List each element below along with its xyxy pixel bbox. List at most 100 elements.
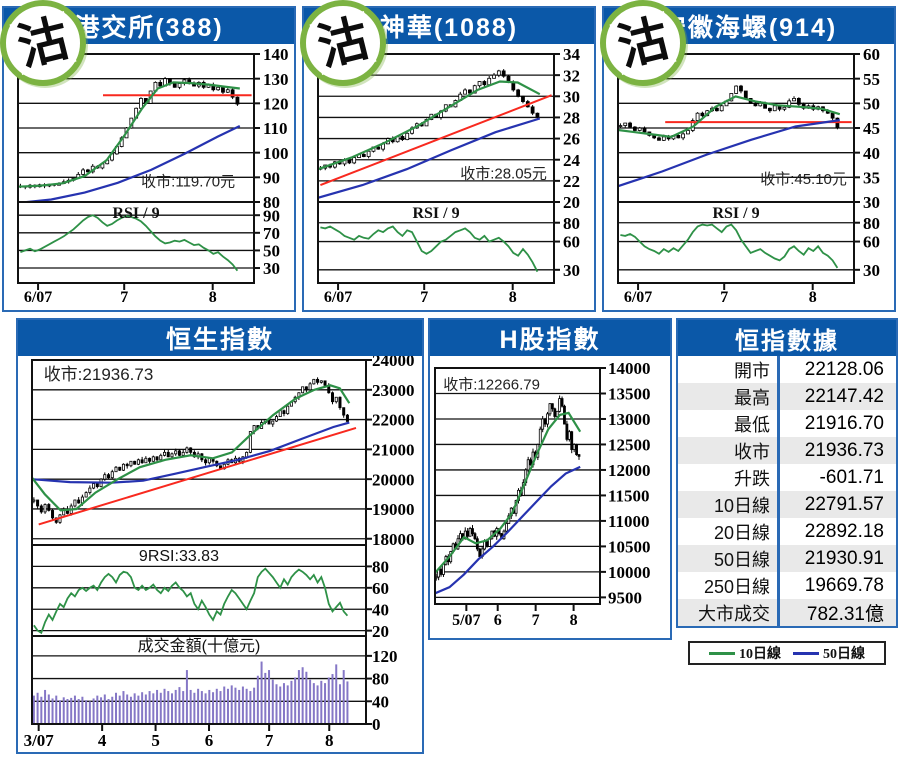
y-tick-label: 34	[563, 45, 581, 64]
sell-character: 沽	[9, 8, 77, 77]
table-row-value: 21916.70	[777, 410, 896, 437]
x-tick-label: 6/07	[624, 289, 652, 306]
hkex-candlestick-chart: 140 130 120 110 100 90 80 90 70 50 30 RSI / 9 6/07 7 8…	[4, 44, 294, 310]
panel-title-hsi: 恒生指數	[18, 320, 422, 356]
table-title: 恒指數據	[678, 320, 896, 356]
rsi-line	[20, 214, 239, 272]
panel-h-share-index: H股指數 14000 13500 13000 12500 12000 11500 11000…	[428, 318, 672, 640]
rsi-label: RSI / 9	[712, 205, 759, 222]
y-tick-label: 120	[263, 94, 289, 113]
x-tick-label: 7	[120, 289, 128, 306]
x-tick-label: 7	[720, 289, 728, 306]
table-row-value: 22147.42	[777, 383, 896, 410]
legend-item-ma10: 10日線	[709, 643, 781, 663]
sell-stamp-icon: 沽	[0, 0, 86, 86]
close-price-label: 收市:21936.73	[44, 365, 154, 384]
y-tick-label: 18000	[372, 530, 415, 549]
panel-title-hshare: H股指數	[430, 320, 670, 356]
y-tick-label: 90	[263, 206, 280, 225]
y-tick-label: 10500	[608, 538, 651, 557]
table-row-label: 20日線	[713, 522, 770, 543]
y-tick-label: 30	[563, 261, 580, 280]
y-tick-label: 24	[563, 151, 581, 170]
y-tick-label: 55	[863, 70, 880, 89]
x-tick-label: 6/07	[24, 289, 52, 306]
rsi-line	[620, 223, 839, 269]
x-tick-label: 7	[532, 612, 540, 629]
y-tick-label: 20000	[372, 470, 415, 489]
hshare-candlestick-chart: 14000 13500 13000 12500 12000 11500 11000 10500…	[430, 356, 670, 638]
y-tick-label: 40	[372, 692, 389, 711]
y-tick-label: 40	[863, 144, 880, 163]
table-row: 大市成交 782.31億	[678, 599, 896, 626]
x-tick-label: 8	[509, 289, 517, 306]
table-row-label: 10日線	[713, 495, 770, 516]
table-row-value: 22791.57	[777, 491, 896, 518]
rsi-line	[33, 567, 349, 635]
ma-legend: 10日線 50日線	[688, 641, 886, 665]
hsi-svg: 2400023000220002100020000190001800080604…	[24, 356, 415, 750]
legend-item-ma50: 50日線	[793, 643, 865, 663]
table-row: 250日線 19669.78	[678, 572, 896, 599]
rsi-label: RSI / 9	[112, 205, 159, 222]
rsi-label: 9RSI:33.83	[139, 548, 219, 565]
y-tick-label: 20	[563, 193, 580, 212]
y-tick-label: 35	[863, 168, 880, 187]
table-row-value: 22892.18	[777, 518, 896, 545]
hsi-data-table: 恒指數據 開市 22128.06 最高 22147.42 最低 21916.70 收市 219…	[676, 318, 898, 628]
y-tick-label: 26	[563, 130, 580, 149]
x-tick-label: 5/07	[452, 612, 480, 629]
y-tick-label: 22000	[372, 411, 415, 430]
candles-group	[618, 84, 840, 141]
y-tick-label: 130	[263, 70, 289, 89]
sell-character: 沽	[609, 8, 677, 77]
y-tick-label: 80	[863, 214, 880, 233]
x-tick-label: 8	[809, 289, 817, 306]
y-tick-label: 28	[563, 109, 580, 128]
y-tick-label: 12000	[608, 461, 651, 480]
table-row-label: 收市	[734, 441, 770, 462]
y-tick-label: 45	[863, 119, 880, 138]
y-tick-label: 50	[263, 242, 280, 261]
y-tick-label: 20	[372, 622, 389, 641]
y-tick-label: 30	[563, 87, 580, 106]
sell-stamp-icon: 沽	[600, 0, 686, 86]
candles-group	[18, 76, 240, 190]
y-tick-label: 13000	[608, 410, 651, 429]
y-tick-label: 14000	[608, 359, 651, 378]
close-price-label: 收市:45.10元	[760, 171, 847, 188]
table-row-label: 最高	[734, 387, 770, 408]
y-tick-label: 23000	[372, 381, 415, 400]
conch-candlestick-chart: 60 55 50 45 40 35 30 80 60 30 RSI / 9 6/07 7 8 收市:45.1…	[604, 44, 894, 310]
y-tick-label: 30	[863, 193, 880, 212]
shenhua-candlestick-chart: 34 32 30 28 26 24 22 20 80 60 30 RSI / 9 6/07 7 8 收市:28…	[304, 44, 594, 310]
x-tick-label: 4	[98, 731, 107, 750]
x-tick-label: 7	[265, 731, 274, 750]
y-tick-label: 10000	[608, 563, 651, 582]
y-tick-label: 32	[563, 66, 580, 85]
table-row: 50日線 21930.91	[678, 545, 896, 572]
y-tick-label: 80	[372, 558, 389, 577]
hshare-svg: 14000 13500 13000 12500 12000 11500 11000 10500…	[434, 359, 651, 629]
table-row: 開市 22128.06	[678, 356, 896, 383]
y-tick-label: 11500	[608, 487, 650, 506]
y-tick-label: 22	[563, 172, 580, 191]
x-tick-label: 8	[325, 731, 334, 750]
table-row: 收市 21936.73	[678, 437, 896, 464]
candles-group	[32, 377, 349, 524]
legend-label-ma50: 50日線	[823, 647, 865, 662]
table-row-value: -601.71	[777, 464, 896, 491]
x-tick-label: 6/07	[324, 289, 352, 306]
y-tick-label: 0	[372, 715, 381, 734]
y-tick-label: 30	[263, 259, 280, 278]
table-row-label: 大市成交	[698, 603, 770, 624]
rsi-line	[320, 225, 539, 273]
x-tick-label: 5	[151, 731, 160, 750]
ma50-line-swatch	[793, 651, 819, 655]
y-tick-label: 110	[263, 119, 288, 138]
table-row-value: 782.31億	[777, 599, 896, 626]
